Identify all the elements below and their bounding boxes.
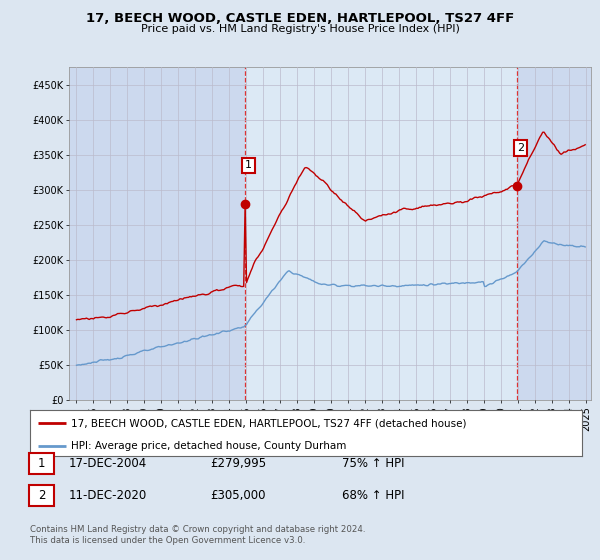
Text: 17-DEC-2004: 17-DEC-2004: [69, 457, 147, 470]
Text: 17, BEECH WOOD, CASTLE EDEN, HARTLEPOOL, TS27 4FF: 17, BEECH WOOD, CASTLE EDEN, HARTLEPOOL,…: [86, 12, 514, 25]
Text: 11-DEC-2020: 11-DEC-2020: [69, 489, 147, 502]
Text: 1: 1: [38, 457, 45, 470]
Text: £305,000: £305,000: [210, 489, 265, 502]
Text: 17, BEECH WOOD, CASTLE EDEN, HARTLEPOOL, TS27 4FF (detached house): 17, BEECH WOOD, CASTLE EDEN, HARTLEPOOL,…: [71, 418, 467, 428]
Bar: [245, 67, 517, 400]
Text: 2: 2: [517, 143, 524, 153]
Text: 75% ↑ HPI: 75% ↑ HPI: [342, 457, 404, 470]
Text: £279,995: £279,995: [210, 457, 266, 470]
Text: Contains HM Land Registry data © Crown copyright and database right 2024.
This d: Contains HM Land Registry data © Crown c…: [30, 525, 365, 545]
Text: 2: 2: [38, 489, 45, 502]
Text: Price paid vs. HM Land Registry's House Price Index (HPI): Price paid vs. HM Land Registry's House …: [140, 24, 460, 34]
Text: 68% ↑ HPI: 68% ↑ HPI: [342, 489, 404, 502]
Text: HPI: Average price, detached house, County Durham: HPI: Average price, detached house, Coun…: [71, 441, 347, 451]
Text: 1: 1: [245, 160, 252, 170]
